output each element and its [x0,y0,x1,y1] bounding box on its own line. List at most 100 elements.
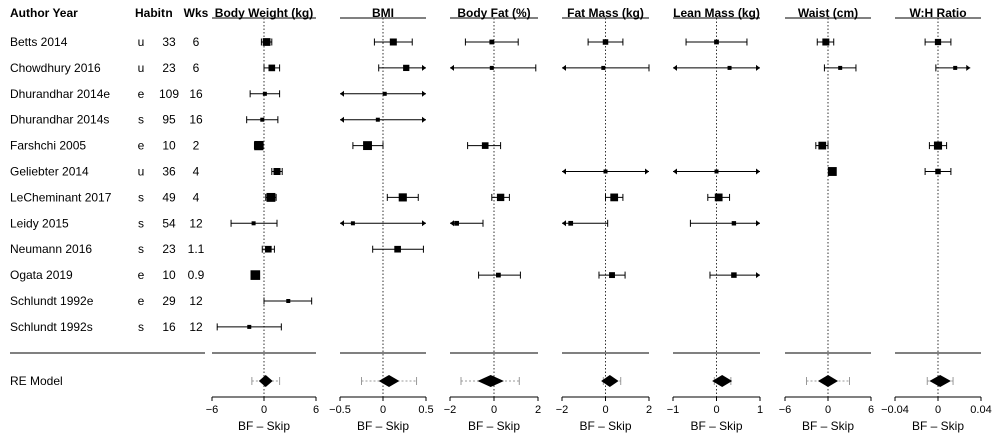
table-row: Schlundt 1992s s 16 12 [10,320,203,334]
ci-arrow-left [450,64,454,71]
panel-title: Fat Mass (kg) [567,6,644,20]
forest-panel: Lean Mass (kg) −1 0 1 BF – Skip [667,6,763,433]
summary-estimate [601,375,622,387]
x-tick-label: −6 [779,404,792,416]
study-author: Leidy 2015 [10,216,69,230]
point-estimate [953,65,958,70]
panel-title: W:H Ratio [909,6,966,20]
study-estimate [605,193,624,202]
ci-arrow-right [756,220,760,227]
point-estimate [727,65,732,70]
study-weeks: 4 [193,165,200,179]
ci-arrow-right [756,64,760,71]
study-habit: u [138,165,145,179]
study-estimate [562,64,650,72]
study-habit: s [138,216,144,230]
study-habit: s [138,190,144,204]
study-estimate [249,90,281,98]
point-estimate [489,65,494,70]
forest-panel: Body Fat (%) −2 0 2 BF – Skip [444,6,541,433]
study-estimate [815,141,829,150]
x-tick-label: 0 [602,404,608,416]
summary-diamond [817,375,839,387]
point-estimate [818,141,827,150]
x-axis: −1 0 1 BF – Skip [667,396,763,433]
study-estimate [598,271,626,279]
study-n: 29 [162,294,176,308]
study-estimate [261,245,275,253]
x-axis-label: BF – Skip [802,419,854,433]
point-estimate [731,221,737,226]
summary-estimate [806,375,850,387]
x-tick-label: 2 [535,404,541,416]
study-n: 10 [162,268,176,282]
table-row: Neumann 2016 s 23 1.1 [10,242,205,256]
point-estimate [496,272,501,278]
study-estimate [478,271,521,279]
x-axis: −6 0 6 BF – Skip [779,396,874,433]
point-estimate [262,38,271,46]
study-estimate [378,64,426,72]
header-habit: Habit [135,6,165,20]
x-tick-label: 6 [313,404,319,416]
ci-arrow-right [756,272,760,279]
study-habit: u [138,61,145,75]
x-tick-label: 6 [868,404,874,416]
study-author: Neumann 2016 [10,242,92,256]
x-tick-label: 1 [757,404,763,416]
table-row: Dhurandhar 2014s s 95 16 [10,113,203,127]
study-estimate [709,271,760,279]
header-wks: Wks [184,6,209,20]
study-author: Dhurandhar 2014e [10,87,110,101]
study-estimate [340,90,426,97]
study-estimate [823,64,857,72]
forest-panel: BMI −0.5 0 0.5 BF – Skip [329,6,434,433]
study-author: Betts 2014 [10,35,68,49]
study-estimate [464,38,519,46]
x-tick-label: 0 [825,404,831,416]
ci-arrow-left [673,168,677,175]
table-row: Ogata 2019 e 10 0.9 [10,268,205,282]
x-axis-label: BF – Skip [238,419,290,433]
x-tick-label: −1 [667,404,680,416]
ci-arrow-left [450,220,454,227]
study-estimate [386,193,419,202]
ci-arrow-left [562,64,566,71]
point-estimate [273,168,281,175]
ci-arrow-right [645,168,649,175]
x-axis: −2 0 2 BF – Skip [444,396,541,433]
study-estimate [924,38,952,46]
x-tick-label: 0 [935,404,941,416]
table-row: Betts 2014 u 33 6 [10,35,200,49]
study-habit: e [138,294,145,308]
point-estimate [286,299,291,303]
x-axis: −2 0 2 BF – Skip [556,396,652,433]
study-estimate [263,64,281,72]
x-tick-label: −2 [556,404,569,416]
study-estimate [685,38,748,46]
summary-diamond [477,375,504,387]
point-estimate [731,272,737,278]
forest-panel: Fat Mass (kg) −2 0 2 BF – Skip [556,6,652,433]
point-estimate [250,270,261,280]
study-n: 36 [162,165,176,179]
study-weeks: 12 [189,216,203,230]
point-estimate [262,91,267,96]
x-tick-label: 0 [713,404,719,416]
study-n: 49 [162,190,176,204]
ci-arrow-left [340,116,344,123]
study-weeks: 1.1 [188,242,205,256]
x-tick-label: −0.04 [881,404,909,416]
study-author: Geliebter 2014 [10,165,89,179]
study-habit: e [138,268,145,282]
panel-title: Body Fat (%) [457,6,530,20]
study-estimate [673,64,760,71]
point-estimate [489,39,495,45]
point-estimate [375,117,380,122]
study-estimate [253,140,264,151]
study-estimate [450,219,484,227]
study-estimate [689,219,760,227]
study-estimate [928,141,948,150]
study-estimate [246,116,279,124]
summary-diamond [929,375,951,387]
